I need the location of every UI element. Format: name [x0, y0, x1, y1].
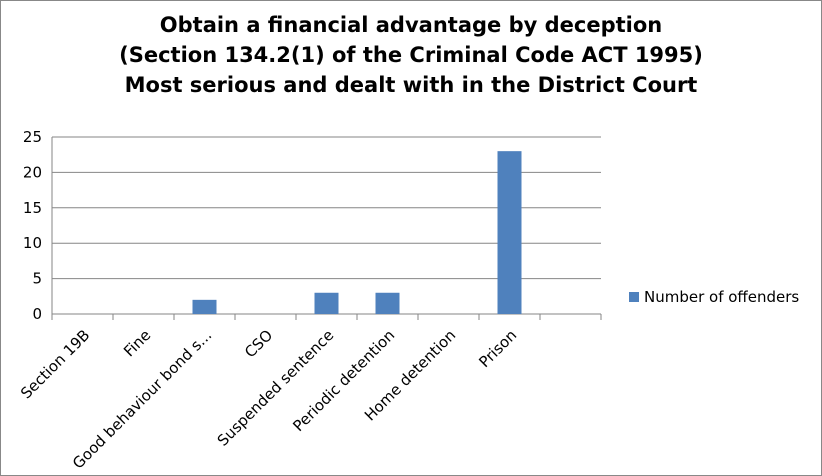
y-tick-label: 20 — [23, 163, 42, 181]
y-tick-label: 5 — [32, 270, 42, 288]
title-line-2: (Section 134.2(1) of the Criminal Code A… — [119, 43, 703, 67]
bar — [375, 292, 400, 314]
bar — [497, 151, 522, 314]
legend-label: Number of offenders — [644, 288, 799, 306]
title-line-1: Obtain a financial advantage by deceptio… — [159, 13, 663, 37]
x-tick-label: CSO — [241, 326, 276, 361]
y-tick-label: 10 — [23, 234, 42, 252]
x-tick-label: Section 19B — [17, 326, 93, 402]
y-tick-label: 15 — [23, 199, 42, 217]
bar — [192, 299, 217, 314]
x-tick-label: Suspended sentence — [214, 326, 338, 450]
x-tick-label: Periodic detention — [289, 326, 398, 435]
y-tick-label: 25 — [23, 128, 42, 146]
bar — [314, 292, 339, 314]
x-tick-label: Fine — [120, 326, 154, 360]
title-line-3: Most serious and dealt with in the Distr… — [124, 73, 698, 97]
legend-swatch — [629, 292, 639, 302]
chart-title: Obtain a financial advantage by deceptio… — [0, 10, 822, 100]
y-tick-label: 0 — [32, 305, 42, 323]
x-tick-label: Prison — [475, 326, 520, 371]
